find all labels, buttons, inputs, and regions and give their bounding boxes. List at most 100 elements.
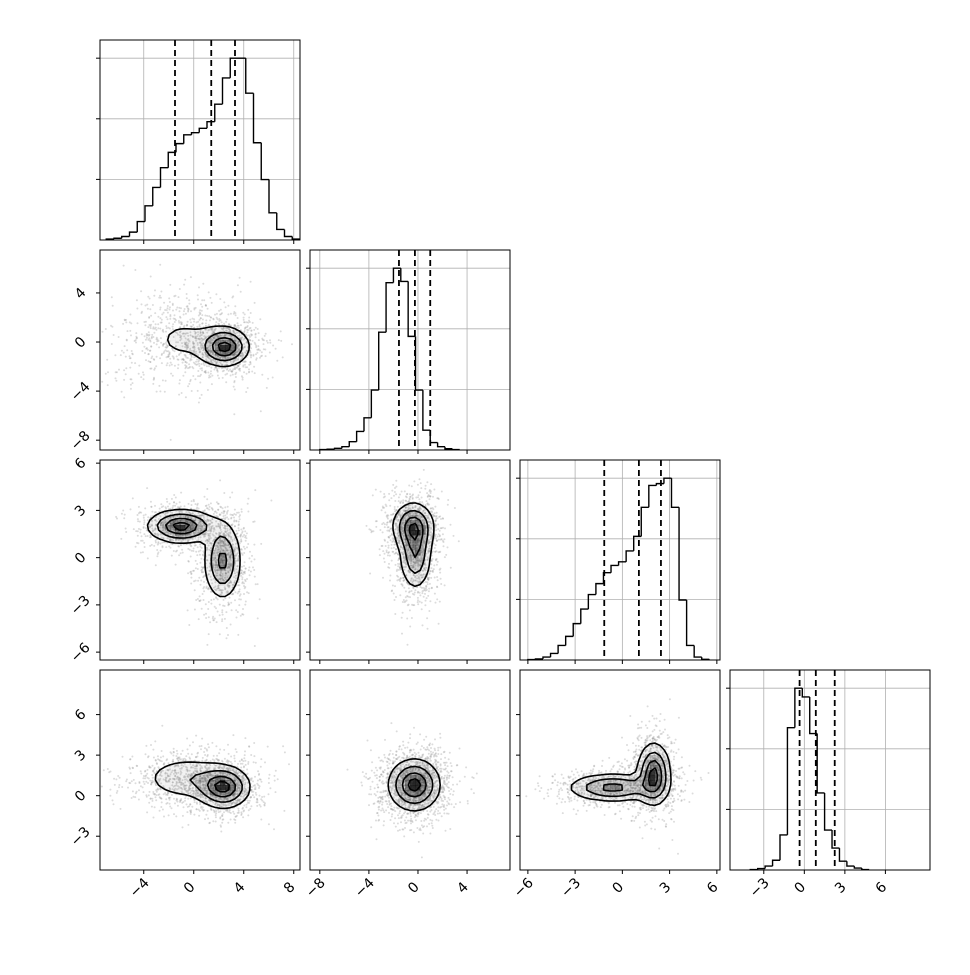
sample-point [180,552,182,554]
density-cell [185,335,190,340]
sample-point [447,546,449,548]
sample-point [165,546,167,548]
sample-point [159,390,161,392]
sample-point [225,306,227,308]
sample-point [221,620,223,622]
sample-point [267,342,269,344]
sample-point [195,307,197,309]
density-cell [175,335,180,340]
density-cell [170,335,175,340]
sample-point [227,305,229,307]
sample-point [143,378,145,380]
sample-point [238,527,240,529]
sample-point [237,284,239,286]
density-cell [185,340,190,345]
sample-point [193,362,195,364]
sample-point [204,509,206,511]
sample-point [209,297,211,299]
sample-point [215,607,217,609]
sample-point [212,318,214,320]
density-cell [180,515,185,520]
sample-point [200,580,202,582]
sample-point [186,325,188,327]
sample-point [434,506,436,508]
sample-point [169,306,171,308]
sample-point [149,350,151,352]
sample-point [185,365,187,367]
sample-point [254,558,256,560]
sample-point [177,545,179,547]
sample-point [266,340,268,342]
sample-point [236,512,238,514]
sample-point [207,372,209,374]
sample-point [201,367,203,369]
sample-point [388,493,390,495]
sample-point [176,503,178,505]
sample-point [366,525,368,527]
sample-point [246,373,248,375]
sample-point [382,550,384,552]
sample-point [93,336,95,338]
sample-point [231,517,233,519]
sample-point [265,355,267,357]
sample-point [439,515,441,517]
sample-point [436,576,438,578]
sample-point [190,573,192,575]
sample-point [205,613,207,615]
sample-point [240,548,242,550]
sample-point [204,496,206,498]
sample-point [177,358,179,360]
sample-point [233,381,235,383]
sample-point [161,313,163,315]
sample-point [258,332,260,334]
sample-point [140,290,142,292]
sample-point [260,543,262,545]
histogram-bar [551,653,559,657]
sample-point [217,375,219,377]
sample-point [434,512,436,514]
sample-point [423,596,425,598]
sample-point [224,506,226,508]
sample-point [234,599,236,601]
sample-point [223,492,225,494]
sample-point [217,503,219,505]
sample-point [186,362,188,364]
sample-point [245,361,247,363]
sample-point [227,313,229,315]
sample-point [137,322,139,324]
sample-point [204,371,206,373]
histogram-bar [401,268,408,281]
histogram-bar [408,281,415,336]
sample-point [420,482,422,484]
sample-point [239,277,241,279]
panel-frame [100,40,300,240]
sample-point [200,374,202,376]
sample-point [238,521,240,523]
sample-point [234,366,236,368]
sample-point [238,325,240,327]
sample-point [129,355,131,357]
sample-point [282,356,284,358]
histogram-grid-1 [310,250,510,450]
sample-point [247,325,249,327]
sample-point [389,555,391,557]
sample-point [195,503,197,505]
sample-point [181,322,183,324]
histogram-bar [161,168,169,188]
sample-point [244,548,246,550]
sample-point [165,316,167,318]
sample-point [188,624,190,626]
sample-point [240,575,242,577]
sample-point [394,491,396,493]
sample-point [190,276,192,278]
sample-point [425,585,427,587]
density-cell [225,545,230,550]
sample-point [159,328,161,330]
density-cell [215,545,220,550]
sample-point [388,545,390,547]
sample-point [194,589,196,591]
sample-point [160,307,162,309]
sample-point [177,364,179,366]
sample-point [145,321,147,323]
density-cell [195,340,200,345]
